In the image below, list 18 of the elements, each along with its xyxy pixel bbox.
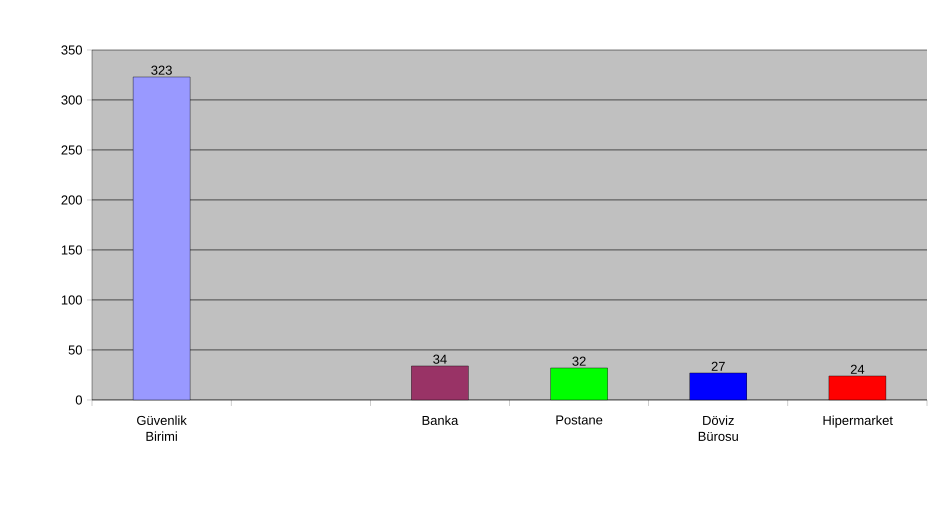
x-tick-label: Hipermarket: [823, 415, 893, 428]
data-label: 323: [151, 66, 172, 75]
data-label: 32: [572, 356, 586, 366]
y-tick-label: 100: [62, 295, 82, 305]
x-tick-label: Banka: [422, 415, 458, 426]
y-tick-label: 300: [61, 95, 82, 105]
x-tick-label: Postane: [556, 416, 602, 425]
x-tick-label: Döviz Bürosu: [698, 415, 738, 441]
y-tick-label: 150: [62, 245, 82, 255]
y-tick-label: 200: [62, 195, 82, 205]
data-label: 34: [433, 354, 447, 364]
x-tick-label: Güvenlik Birimi: [137, 415, 187, 441]
y-tick-label: 250: [62, 145, 82, 155]
data-label: 24: [850, 364, 864, 374]
y-tick-label: 0: [76, 395, 82, 405]
y-tick-label: 350: [61, 45, 82, 55]
y-tick-label: 50: [68, 345, 82, 355]
data-label: 27: [712, 362, 725, 371]
